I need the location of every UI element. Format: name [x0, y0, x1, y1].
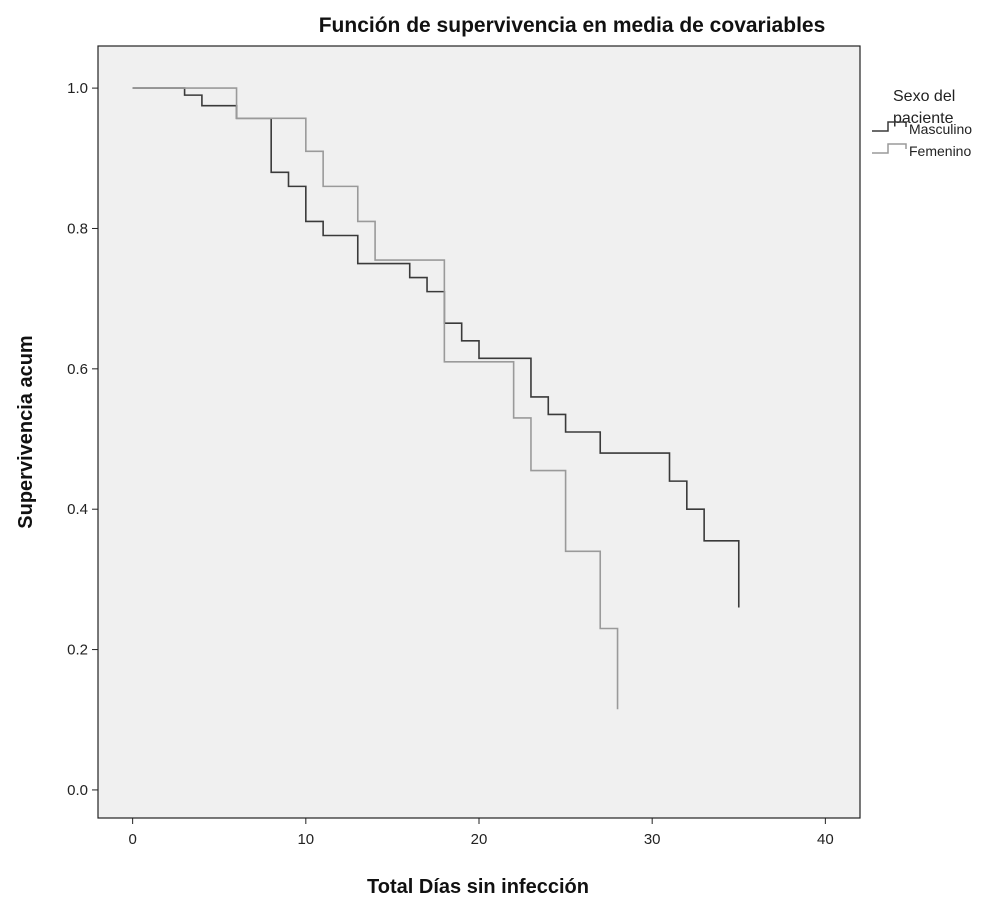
chart-title: Función de supervivencia en media de cov…	[319, 14, 826, 37]
x-tick-label: 20	[471, 831, 488, 848]
x-tick-label: 0	[128, 831, 136, 848]
plot-area	[97, 45, 861, 819]
series-line-femenino	[132, 87, 619, 710]
legend-swatch-femenino	[872, 143, 907, 154]
legend-label-femenino: Femenino	[909, 143, 971, 159]
legend-title-line1: Sexo del	[893, 88, 955, 105]
y-tick-label: 0.0	[67, 782, 88, 799]
x-tick-label: 30	[644, 831, 661, 848]
x-tick-label: 10	[297, 831, 314, 848]
legend-label-masculino: Masculino	[909, 121, 972, 137]
y-tick-label: 1.0	[67, 80, 88, 97]
y-axis: 0.0 0.2 0.4 0.6 0.8 1.0	[67, 80, 98, 799]
x-tick-label: 40	[817, 831, 834, 848]
legend-swatch-masculino	[872, 121, 907, 132]
legend-items: Masculino Femenino	[872, 121, 972, 159]
y-tick-label: 0.6	[67, 361, 88, 378]
series-lines	[132, 87, 740, 710]
legend-title-line2: paciente	[893, 110, 954, 127]
legend: Sexo del paciente Masculino Femenino	[872, 88, 972, 159]
x-axis-label: Total Días sin infección	[367, 876, 589, 898]
y-tick-label: 0.2	[67, 642, 88, 659]
y-tick-label: 0.8	[67, 220, 88, 237]
y-axis-label: Supervivencia acum	[15, 335, 37, 528]
x-axis: 0 10 20 30 40	[128, 818, 834, 848]
y-tick-label: 0.4	[67, 501, 88, 518]
